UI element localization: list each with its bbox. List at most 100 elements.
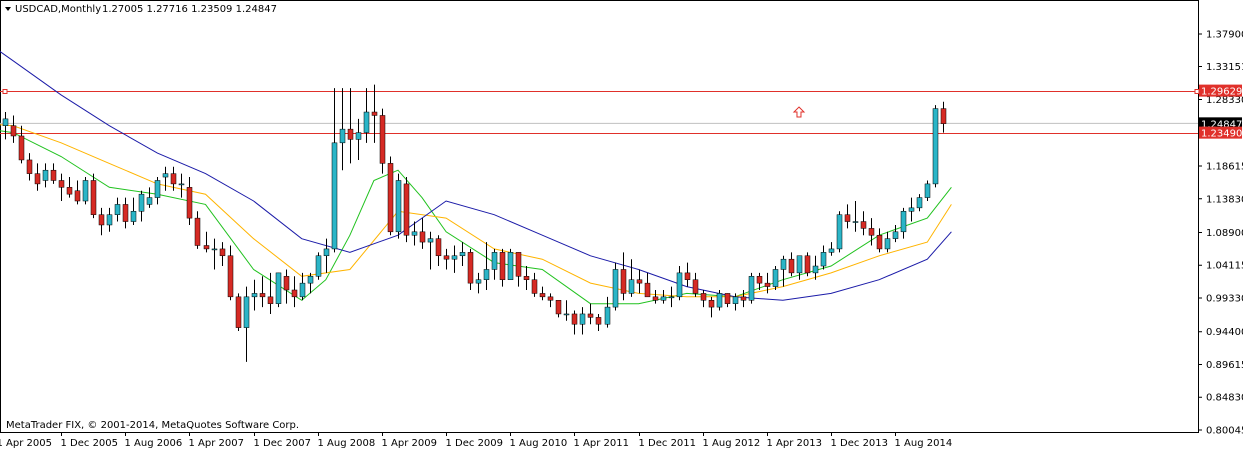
candle-body xyxy=(908,207,915,212)
candle-body xyxy=(162,173,169,178)
candle-body xyxy=(411,231,418,236)
candle-down xyxy=(636,269,643,294)
candle-body xyxy=(788,258,795,274)
candle-up xyxy=(82,177,89,205)
candle-down xyxy=(50,163,57,184)
current-price-label-box xyxy=(1199,117,1242,130)
candle-up xyxy=(42,163,49,188)
candle-up xyxy=(676,266,683,301)
candle-up xyxy=(451,245,458,273)
x-tick-label: 1 Aug 2006 xyxy=(125,438,183,449)
candle-up xyxy=(908,197,915,222)
candle-body xyxy=(50,169,57,181)
candle-up xyxy=(563,300,570,321)
candle-body xyxy=(146,197,153,205)
candle-body xyxy=(571,313,578,325)
candle-down xyxy=(443,248,450,270)
candle-down xyxy=(940,101,947,133)
candle-down xyxy=(347,88,354,164)
candle-up xyxy=(395,173,402,239)
candle-up xyxy=(427,231,434,270)
x-tick-label: 1 Dec 2005 xyxy=(61,438,119,449)
candle-down xyxy=(684,262,691,287)
x-tick-label: 1 Dec 2007 xyxy=(254,438,312,449)
candle-down xyxy=(467,248,474,290)
candle-down xyxy=(844,204,851,229)
candle-up xyxy=(884,231,891,253)
candle-up xyxy=(411,221,418,246)
candle-body xyxy=(628,279,635,294)
triangle-down-icon[interactable] xyxy=(5,7,11,11)
candle-body xyxy=(700,293,707,301)
candle-body xyxy=(916,197,923,209)
candle-body xyxy=(443,255,450,260)
candle-body xyxy=(130,211,137,222)
candle-up xyxy=(852,201,859,232)
candle-up xyxy=(299,272,306,301)
candle-body xyxy=(812,265,819,274)
candle-body xyxy=(323,248,330,257)
candle-up xyxy=(507,248,514,280)
candle-down xyxy=(74,180,81,205)
plot-area[interactable] xyxy=(0,0,1199,433)
candle-body xyxy=(507,252,514,280)
candle-down xyxy=(644,272,651,298)
candle-up xyxy=(836,211,843,253)
candle-down xyxy=(186,177,193,225)
candle-up xyxy=(138,190,145,222)
candle-up xyxy=(612,262,619,311)
candle-body xyxy=(186,187,193,219)
x-tick-label: 1 Apr 2009 xyxy=(382,438,437,449)
candle-up xyxy=(154,177,161,205)
lower-line-price-label: 1.23490 xyxy=(1201,129,1242,140)
candle-up xyxy=(315,252,322,280)
candle-up xyxy=(130,197,137,225)
candle-body xyxy=(251,293,258,298)
candle-body xyxy=(620,269,627,294)
candle-body xyxy=(427,238,434,243)
candle-body xyxy=(852,221,859,223)
arrow-marker-group xyxy=(792,106,806,118)
candle-body xyxy=(90,180,97,215)
candle-body xyxy=(259,293,266,298)
horizontal-lines-group xyxy=(0,89,1200,134)
candle-up xyxy=(323,238,330,273)
candle-body xyxy=(403,183,410,236)
candle-down xyxy=(403,177,410,243)
candle-body xyxy=(114,204,121,215)
candle-down xyxy=(531,272,538,297)
candle-down xyxy=(194,211,201,249)
candle-down xyxy=(756,272,763,290)
candle-body xyxy=(122,204,129,222)
candle-down xyxy=(283,269,290,304)
candle-down xyxy=(379,108,386,174)
candle-body xyxy=(347,128,354,140)
y-tick-label: 1.18615 xyxy=(1206,162,1243,173)
candle-body xyxy=(539,293,546,298)
candle-body xyxy=(235,296,242,328)
candle-up xyxy=(892,224,899,243)
candle-down xyxy=(227,245,234,301)
candle-up xyxy=(307,272,314,294)
candle-body xyxy=(644,282,651,298)
candle-body xyxy=(612,269,619,308)
candle-down xyxy=(860,211,867,236)
candle-body xyxy=(563,313,570,316)
candle-down xyxy=(700,289,707,308)
candle-body xyxy=(876,234,883,250)
candle-body xyxy=(636,279,643,284)
candle-up xyxy=(106,207,113,232)
candle-body xyxy=(18,135,25,161)
candle-down xyxy=(523,266,530,290)
candle-body xyxy=(170,173,177,185)
candle-body xyxy=(716,293,723,308)
candle-down xyxy=(692,272,699,297)
candle-body xyxy=(10,125,17,137)
candle-up xyxy=(716,289,723,311)
x-tick-label: 1 Aug 2010 xyxy=(510,438,568,449)
candle-body xyxy=(211,248,218,251)
candle-body xyxy=(796,255,803,274)
